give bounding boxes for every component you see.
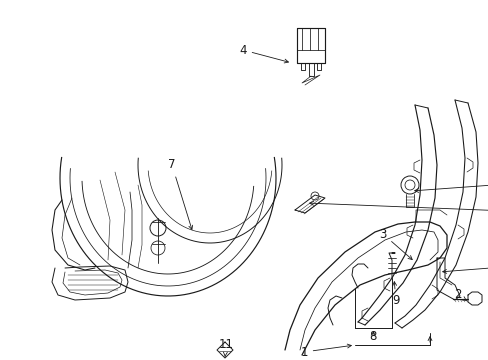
Text: 5: 5 (442, 256, 488, 273)
Text: 6: 6 (309, 201, 488, 219)
Text: 2: 2 (453, 288, 466, 302)
Text: 7: 7 (168, 158, 192, 229)
Text: 3: 3 (379, 228, 411, 260)
Text: 9: 9 (391, 282, 399, 307)
Text: 1: 1 (300, 344, 350, 359)
Text: 4: 4 (239, 44, 288, 63)
Text: 11: 11 (218, 338, 233, 356)
Text: 10: 10 (414, 172, 488, 192)
Text: 8: 8 (368, 330, 376, 343)
Text: 13: 13 (0, 359, 1, 360)
Text: 12: 12 (0, 359, 1, 360)
